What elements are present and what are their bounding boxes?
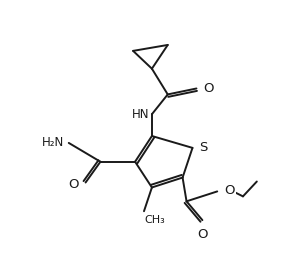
Text: O: O (203, 82, 214, 95)
Text: O: O (197, 228, 208, 241)
Text: H₂N: H₂N (42, 136, 64, 149)
Text: CH₃: CH₃ (144, 215, 165, 225)
Text: S: S (200, 141, 208, 154)
Text: O: O (224, 184, 235, 197)
Text: O: O (68, 178, 79, 191)
Text: HN: HN (131, 108, 149, 121)
